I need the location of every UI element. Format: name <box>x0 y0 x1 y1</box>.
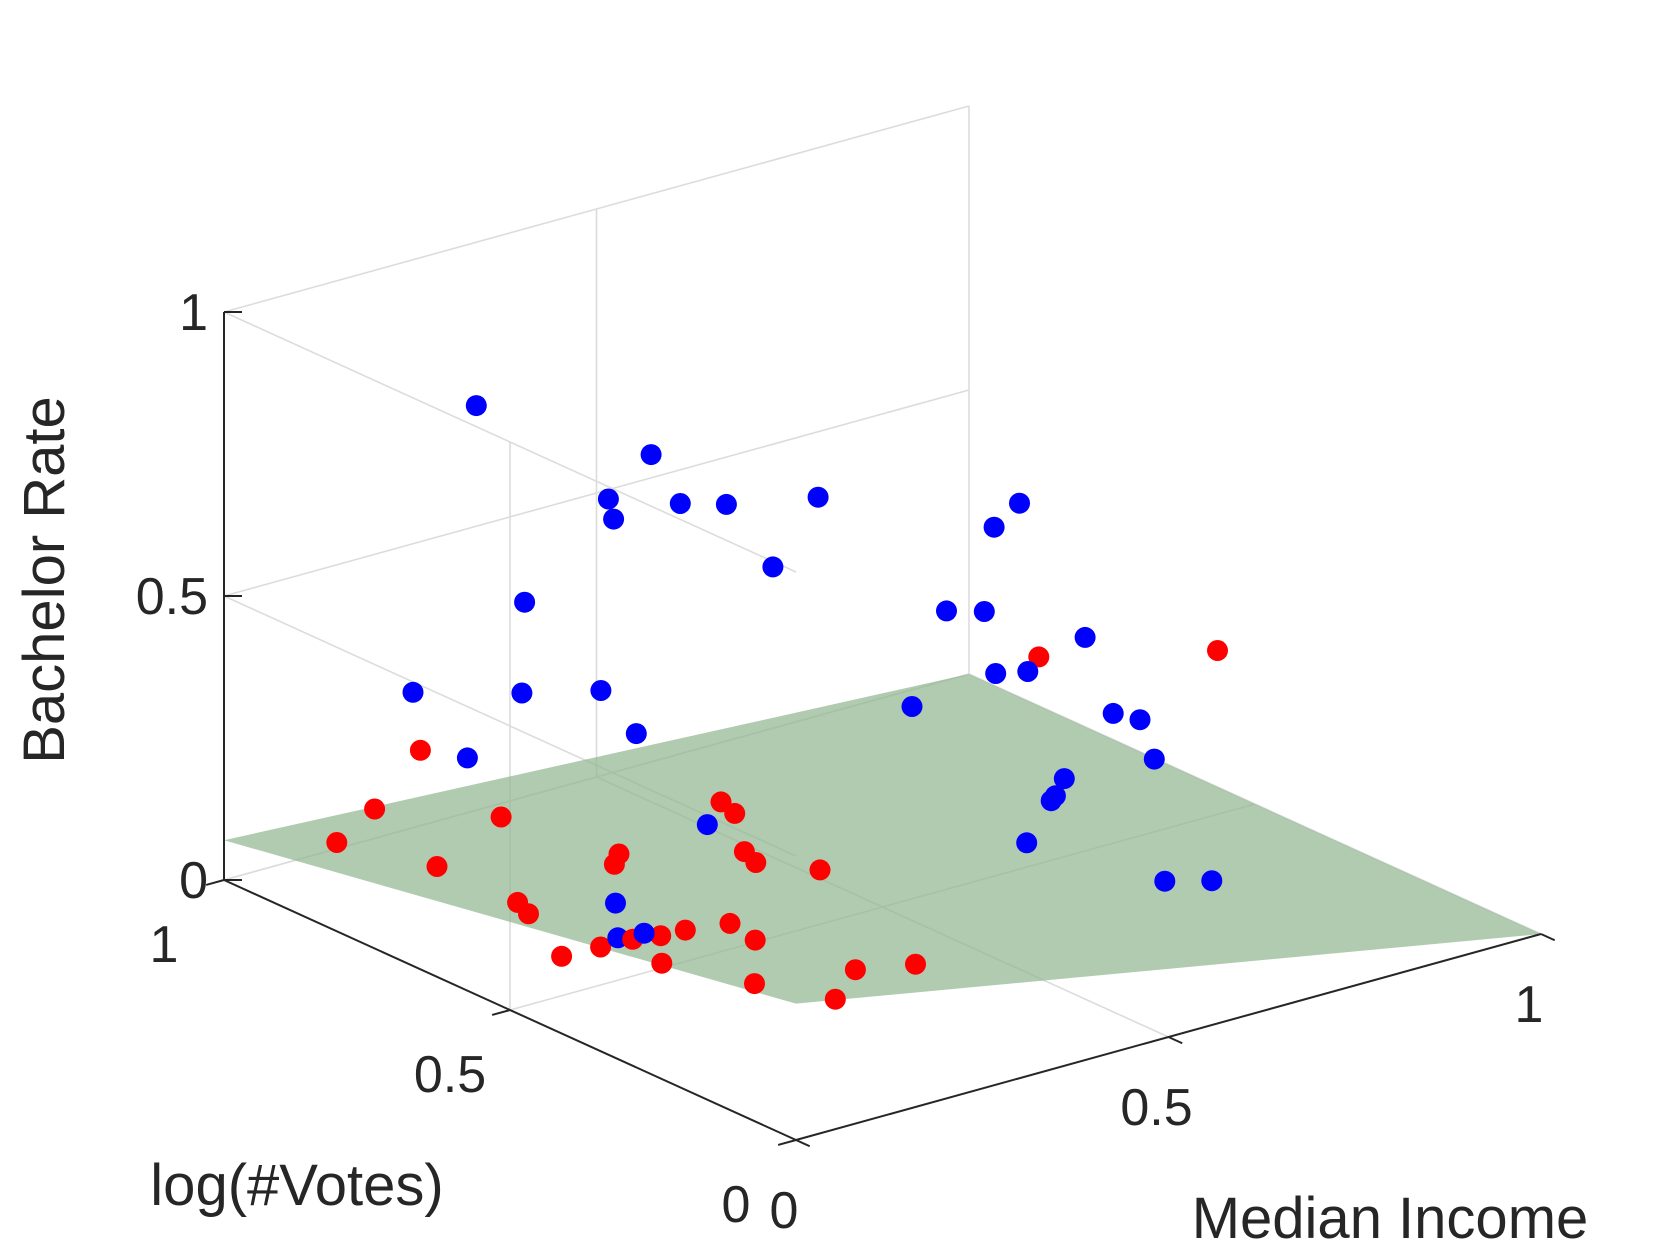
y-tick-label: 1 <box>150 916 179 974</box>
y-axis-title: log(#Votes) <box>150 1153 443 1218</box>
data-point <box>633 922 655 944</box>
data-point <box>1040 790 1062 812</box>
data-point <box>1074 626 1096 648</box>
x-tick-mark <box>1540 933 1556 942</box>
y-tick-label: 0.5 <box>414 1046 486 1104</box>
data-point <box>1129 709 1151 731</box>
x-tick-mark <box>795 1139 811 1148</box>
data-point <box>426 856 448 877</box>
data-point <box>844 959 866 981</box>
x-axis-title: Median Income <box>1192 1186 1589 1251</box>
data-point <box>514 591 536 613</box>
data-point <box>608 843 630 865</box>
z-tick-label: 0 <box>179 852 208 910</box>
data-point <box>590 680 612 701</box>
data-point <box>807 486 829 508</box>
y-tick-mark <box>491 1009 511 1016</box>
data-point <box>650 925 672 947</box>
data-point <box>603 508 625 530</box>
axis-labels: Median Income log(#Votes) Bachelor Rate … <box>12 284 1588 1251</box>
data-point <box>744 929 766 951</box>
data-point <box>710 791 732 813</box>
data-point <box>409 739 431 761</box>
data-point <box>1017 661 1039 682</box>
data-point <box>724 802 746 824</box>
z-tick-label: 1 <box>179 284 208 342</box>
data-point <box>901 696 923 717</box>
data-point <box>1143 748 1165 770</box>
data-point <box>1009 492 1030 514</box>
data-point <box>551 945 573 967</box>
data-point <box>905 953 926 975</box>
data-point <box>696 814 718 836</box>
data-point <box>651 952 673 974</box>
data-points <box>326 395 1228 1010</box>
data-point <box>745 852 767 873</box>
y-tick-mark <box>777 1139 797 1146</box>
regression-plane-surface <box>224 674 1541 1004</box>
x-tick-label: 0.5 <box>1120 1079 1192 1137</box>
regression-plane <box>224 674 1541 1004</box>
data-point <box>1207 640 1228 661</box>
data-point <box>985 663 1007 684</box>
data-point <box>364 798 386 820</box>
data-point <box>936 600 957 622</box>
data-point <box>456 747 478 769</box>
data-point <box>1028 646 1050 668</box>
data-point <box>715 493 737 515</box>
data-point <box>1201 870 1223 892</box>
data-point <box>809 859 831 881</box>
data-point <box>1102 702 1124 724</box>
y-tick-mark <box>205 879 225 886</box>
data-point <box>511 682 533 704</box>
y-tick-label: 0 <box>722 1176 751 1234</box>
data-point <box>1154 870 1176 892</box>
data-point <box>402 681 424 703</box>
data-point <box>744 973 765 995</box>
z-tick-label: 0.5 <box>136 568 208 626</box>
x-tick-label: 0 <box>770 1182 799 1240</box>
data-point <box>590 936 612 958</box>
x-tick-label: 1 <box>1515 976 1544 1034</box>
data-point <box>824 988 846 1010</box>
data-point <box>1016 832 1038 854</box>
data-point <box>326 832 348 853</box>
data-point <box>507 891 529 913</box>
data-point <box>640 444 662 466</box>
data-point <box>669 493 691 514</box>
x-tick-mark <box>1168 1036 1183 1045</box>
data-point <box>1053 768 1075 790</box>
data-point <box>597 488 619 510</box>
axes <box>205 311 1556 1148</box>
data-point <box>973 601 995 622</box>
data-point <box>465 395 487 417</box>
data-point <box>625 723 647 745</box>
data-point <box>674 919 696 941</box>
data-point <box>719 912 741 934</box>
data-point <box>490 806 512 828</box>
data-point <box>605 892 626 914</box>
z-axis-title: Bachelor Rate <box>12 396 77 764</box>
data-point <box>983 516 1005 538</box>
data-point <box>762 556 784 578</box>
